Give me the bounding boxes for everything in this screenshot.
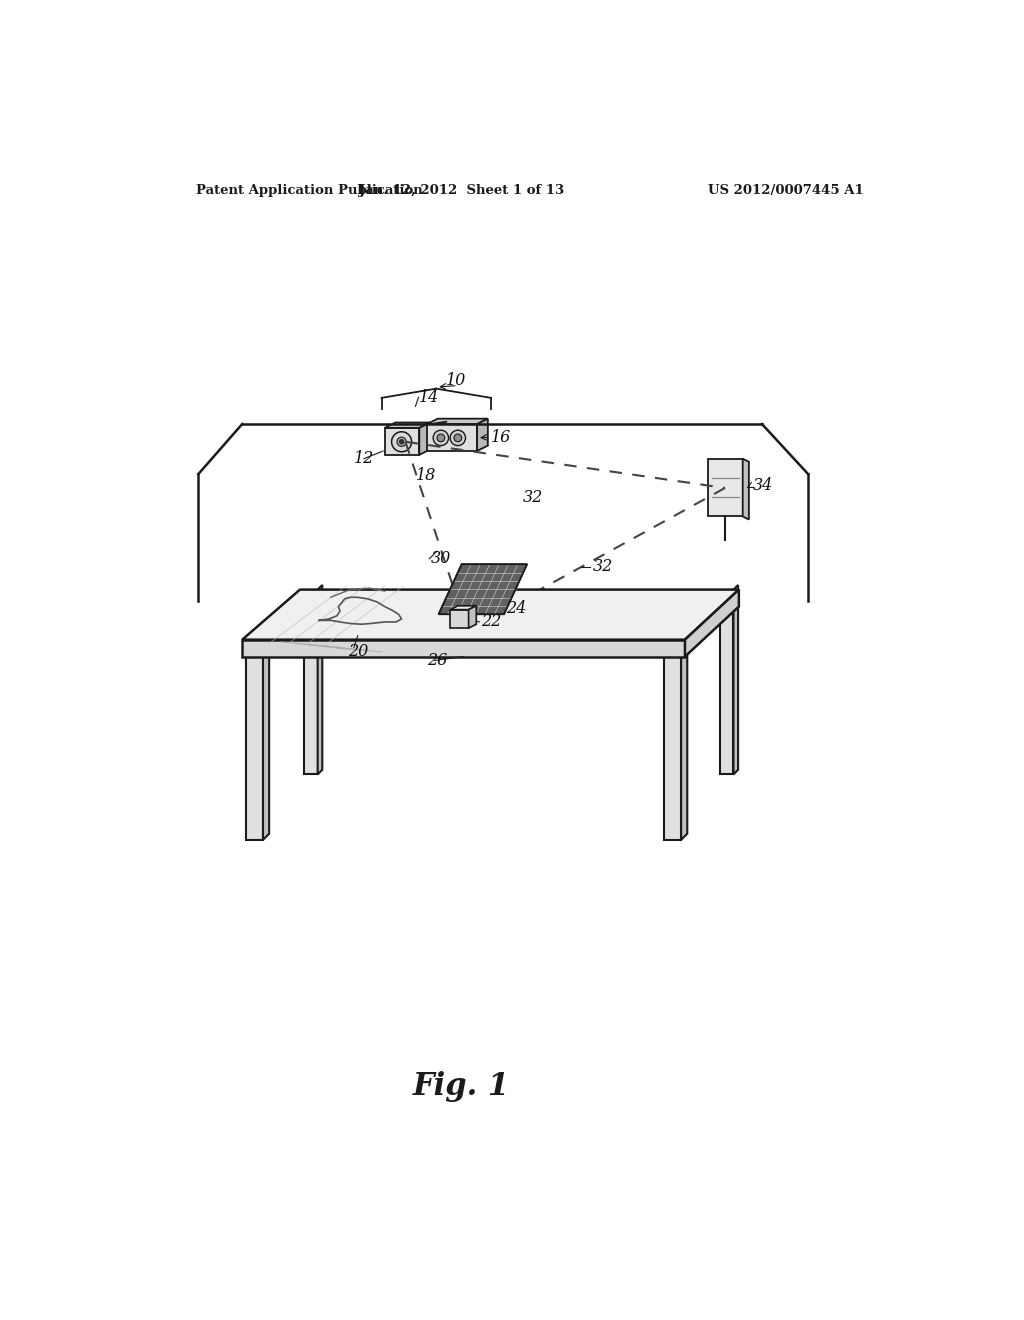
Text: 22: 22 bbox=[481, 614, 501, 631]
Polygon shape bbox=[304, 590, 317, 775]
Polygon shape bbox=[469, 606, 476, 628]
Polygon shape bbox=[733, 585, 738, 775]
Text: 34: 34 bbox=[753, 477, 773, 494]
Text: 18: 18 bbox=[416, 467, 435, 484]
Polygon shape bbox=[246, 640, 263, 840]
Circle shape bbox=[399, 440, 403, 444]
Polygon shape bbox=[243, 590, 739, 640]
Polygon shape bbox=[317, 585, 323, 775]
Text: 14: 14 bbox=[419, 388, 439, 405]
Polygon shape bbox=[742, 459, 749, 520]
Circle shape bbox=[451, 430, 466, 446]
Circle shape bbox=[433, 430, 449, 446]
Polygon shape bbox=[385, 428, 419, 455]
Text: Fig. 1: Fig. 1 bbox=[413, 1071, 510, 1102]
Polygon shape bbox=[385, 422, 430, 428]
Text: 10: 10 bbox=[446, 372, 467, 388]
Text: US 2012/0007445 A1: US 2012/0007445 A1 bbox=[708, 185, 864, 197]
Polygon shape bbox=[263, 634, 269, 840]
Polygon shape bbox=[243, 640, 685, 656]
Text: 12: 12 bbox=[354, 450, 374, 467]
Circle shape bbox=[437, 434, 444, 442]
Circle shape bbox=[397, 437, 407, 446]
Polygon shape bbox=[419, 422, 430, 455]
Text: 24: 24 bbox=[506, 601, 526, 618]
Polygon shape bbox=[427, 424, 477, 451]
Polygon shape bbox=[720, 590, 733, 775]
Text: 30: 30 bbox=[431, 550, 452, 568]
Circle shape bbox=[454, 434, 462, 442]
Text: 32: 32 bbox=[593, 558, 612, 576]
Polygon shape bbox=[665, 640, 681, 840]
Polygon shape bbox=[708, 459, 742, 516]
Polygon shape bbox=[451, 606, 476, 610]
Text: 26: 26 bbox=[427, 652, 447, 669]
Polygon shape bbox=[685, 590, 739, 656]
Circle shape bbox=[391, 432, 412, 451]
Text: Jan. 12, 2012  Sheet 1 of 13: Jan. 12, 2012 Sheet 1 of 13 bbox=[359, 185, 564, 197]
Text: 32: 32 bbox=[523, 488, 544, 506]
Polygon shape bbox=[427, 418, 487, 424]
Text: Patent Application Publication: Patent Application Publication bbox=[196, 185, 423, 197]
Text: 16: 16 bbox=[490, 429, 511, 446]
Text: 20: 20 bbox=[348, 643, 368, 660]
Polygon shape bbox=[477, 418, 487, 451]
Polygon shape bbox=[451, 610, 469, 628]
Polygon shape bbox=[681, 634, 687, 840]
Polygon shape bbox=[438, 564, 527, 614]
